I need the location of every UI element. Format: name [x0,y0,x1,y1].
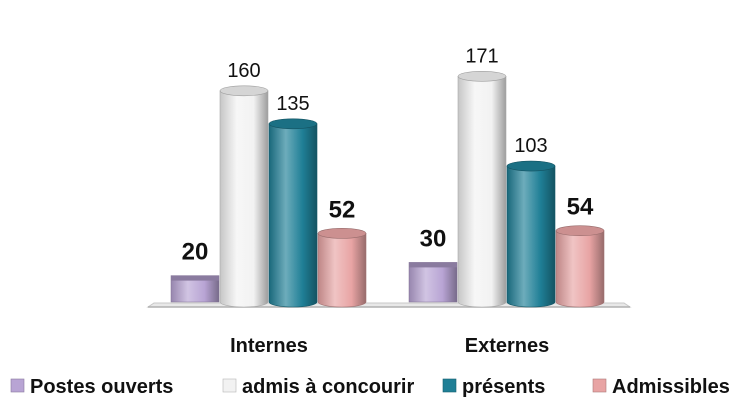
legend-swatch [222,378,237,393]
legend-swatch [592,378,607,393]
chart-category-labels: Internes Externes [230,335,549,357]
legend-item-presents: présents [442,376,545,398]
postes-ouverts-externes-value-label: 30 [420,225,447,252]
presents-internes-bar [268,118,318,308]
category-label-externes: Externes [465,335,550,357]
legend-item-admissibles: Admissibles [592,376,730,398]
presents-internes-value-label: 135 [276,93,309,115]
admissibles-externes-bar [555,225,605,308]
presents-externes-bar [506,160,556,308]
postes-ouverts-internes-value-label: 20 [182,239,209,266]
admis-a-concourir-externes-bar [457,70,507,308]
legend-label: admis à concourir [242,376,414,398]
legend-label: Postes ouverts [30,376,173,398]
category-label-internes: Internes [230,335,308,357]
chart-bars [170,70,605,308]
legend-label: Admissibles [612,376,730,398]
admissibles-internes-value-label: 52 [329,196,356,223]
admissibles-externes-value-label: 54 [567,194,594,221]
admis-a-concourir-internes-bar [219,85,269,308]
legend-label: présents [462,376,545,398]
postes-ouverts-internes-bar [170,275,220,303]
legend-item-admis-a-concourir: admis à concourir [222,376,414,398]
presents-externes-value-label: 103 [514,135,547,157]
admis-a-concourir-externes-value-label: 171 [465,45,498,67]
admissibles-internes-bar [317,228,367,308]
legend-swatch [10,378,25,393]
chart-data-labels: 20 160 135 52 30 171 103 54 [182,45,594,265]
legend-item-postes-ouverts: Postes ouverts [10,376,173,398]
legend-swatch [442,378,457,393]
postes-ouverts-externes-bar [408,262,458,303]
admis-a-concourir-internes-value-label: 160 [227,60,260,82]
chart-legend: Postes ouverts admis à concourir présents A… [10,376,730,398]
